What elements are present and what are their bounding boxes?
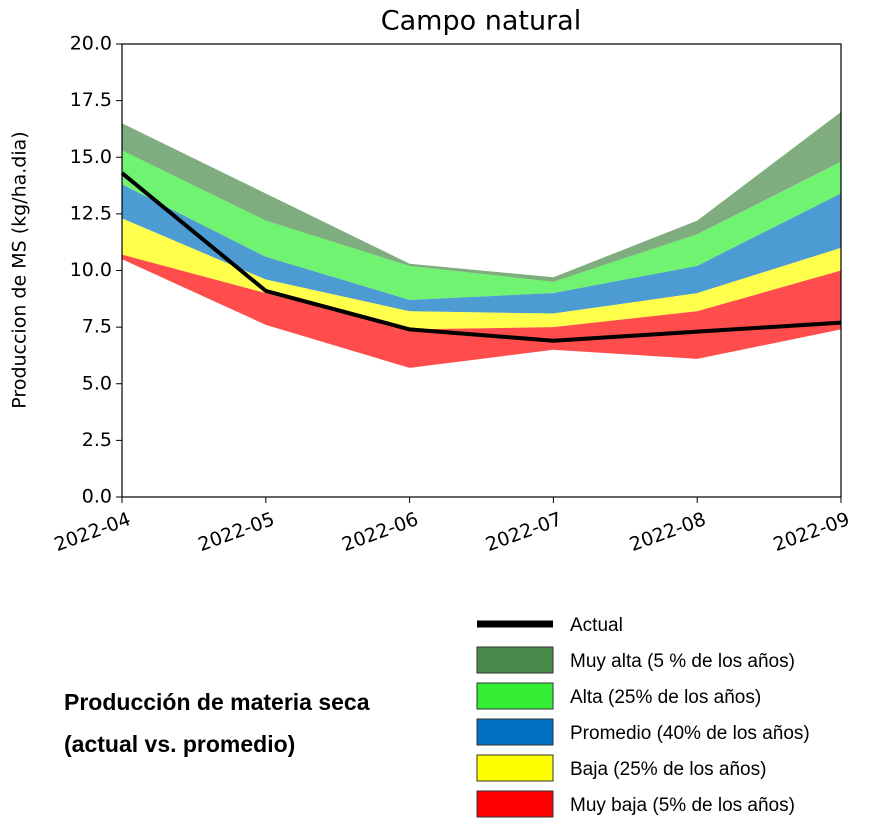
legend-label: Muy baja (5% de los años) xyxy=(570,795,795,816)
y-tick-label: 5.0 xyxy=(82,372,112,394)
y-tick-label: 0.0 xyxy=(82,486,112,508)
legend-swatch xyxy=(476,790,554,818)
x-tick-label: 2022-09 xyxy=(770,508,852,556)
band-area xyxy=(122,150,841,300)
band-area xyxy=(122,111,841,282)
legend-swatch xyxy=(476,754,554,782)
legend-label: Muy alta (5 % de los años) xyxy=(570,651,795,672)
x-tick-label: 2022-05 xyxy=(195,508,277,556)
legend-label: Actual xyxy=(570,615,623,636)
note: Producción de materia seca xyxy=(64,689,370,715)
y-tick-label: 15.0 xyxy=(70,146,112,168)
legend-swatch xyxy=(476,682,554,710)
y-tick-label: 20.0 xyxy=(70,33,112,55)
y-tick-label: 17.5 xyxy=(70,89,112,111)
legend-label: Alta (25% de los años) xyxy=(570,687,761,708)
chart-title: Campo natural xyxy=(381,6,581,37)
y-tick-label: 12.5 xyxy=(70,202,112,224)
actual-line xyxy=(120,171,842,343)
band-area xyxy=(122,254,841,368)
band-area xyxy=(122,184,841,314)
legend-label: Promedio (40% de los años) xyxy=(570,723,810,744)
x-tick-label: 2022-06 xyxy=(339,508,421,556)
legend-swatch xyxy=(476,646,554,674)
y-tick-label: 10.0 xyxy=(70,259,112,281)
note: (actual vs. promedio) xyxy=(64,731,295,757)
legend-swatch xyxy=(476,718,554,746)
y-tick-label: 7.5 xyxy=(82,316,112,338)
x-tick-label: 2022-04 xyxy=(51,508,133,556)
y-axis-label: Produccion de MS (kg/ha.dia) xyxy=(9,131,31,408)
y-tick-label: 2.5 xyxy=(82,429,112,451)
legend-label: Baja (25% de los años) xyxy=(570,759,766,780)
x-tick-label: 2022-07 xyxy=(483,508,565,556)
x-tick-label: 2022-08 xyxy=(627,508,709,556)
